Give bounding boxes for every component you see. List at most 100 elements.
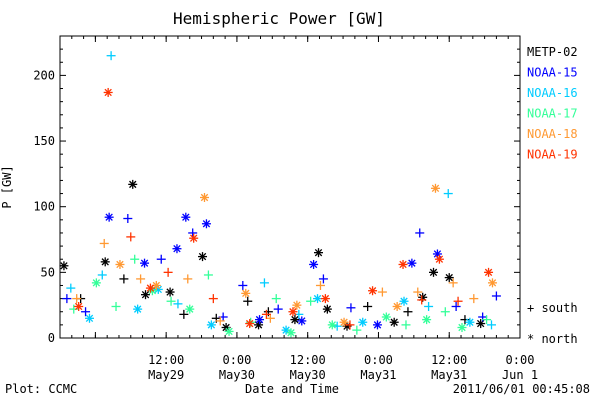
series-legend: METP-02 NOAA-15 NOAA-16 NOAA-17 NOAA-18 NOAA-… [527,45,578,162]
x-tick-label-time: 0:00 [364,353,393,367]
x-tick-label-time: 12:00 [290,353,326,367]
data-point [392,301,402,311]
data-point [482,315,492,325]
data-point [313,294,323,304]
data-point [238,280,248,290]
data-point [491,291,501,301]
plot-credit: Plot: CCMC [5,382,77,396]
data-point [424,301,434,311]
data-point [99,238,109,248]
data-point [465,317,475,327]
data-point [476,319,486,329]
data-point [208,294,218,304]
data-point [345,320,355,330]
data-point [297,316,307,326]
data-points [59,51,501,338]
data-point [62,294,72,304]
data-point [399,296,409,306]
data-point [183,274,193,284]
data-point [368,286,378,296]
legend-entry: METP-02 [527,45,578,59]
data-point [206,320,216,330]
data-point [97,270,107,280]
x-tick-label-date: May31 [360,368,396,382]
plot-timestamp: 2011/06/01 00:45:08 [453,382,590,396]
data-point [451,301,461,311]
data-point [133,304,143,314]
data-point [440,307,450,317]
x-tick-label-time: 0:00 [222,353,251,367]
data-point [215,316,225,326]
data-point [346,303,356,313]
data-point [381,312,391,322]
marker-legend-entry: * north [527,332,578,346]
data-point [126,232,136,242]
data-point [241,288,251,298]
data-point [430,183,440,193]
data-point [286,328,296,338]
data-point [415,228,425,238]
data-point [292,300,302,310]
data-point [203,270,213,280]
data-point [407,258,417,268]
data-point [443,189,453,199]
y-tick-label: 50 [41,265,55,279]
data-point [106,51,116,61]
data-point [484,267,494,277]
data-point [398,259,408,269]
legend-entry: NOAA-19 [527,148,578,162]
data-point [74,301,84,311]
data-point [358,317,368,327]
data-point [72,294,82,304]
data-point [199,193,209,203]
data-point [453,296,463,306]
data-point [91,278,101,288]
data-point [389,317,399,327]
data-point [273,304,283,314]
data-point [434,254,444,264]
data-point [165,287,175,297]
data-point [469,294,479,304]
data-point [128,179,138,189]
y-tick-label: 0 [48,331,55,345]
data-point [290,315,300,325]
legend-entry: NOAA-17 [527,107,578,121]
data-point [288,307,298,317]
plot-frame [59,35,521,339]
data-point [271,294,281,304]
x-tick-label-date: Jun 1 [502,368,538,382]
data-point [417,295,427,305]
data-point [198,252,208,262]
x-tick-label-date: May30 [219,368,255,382]
y-tick-label: 100 [33,200,55,214]
data-point [172,244,182,254]
data-point [59,261,69,271]
data-point [372,320,382,330]
data-point [243,296,253,306]
legend-entry: NOAA-18 [527,127,578,141]
data-point [179,309,189,319]
data-point [84,313,94,323]
data-point [224,326,234,336]
x-axis-label: Date and Time [245,382,339,396]
x-tick-label-time: 0:00 [506,353,535,367]
data-point [119,274,129,284]
data-point [457,322,467,332]
data-point [413,287,423,297]
data-point [265,313,275,323]
data-point [140,258,150,268]
marker-legend: + south * north [527,301,578,346]
data-point [188,228,198,238]
data-point [201,219,211,229]
data-point [255,315,265,325]
x-tick-label-date: May31 [431,368,467,382]
data-point [261,309,271,319]
data-point [103,87,113,97]
data-point [104,212,114,222]
data-point [363,301,373,311]
x-tick-label-date: May30 [290,368,326,382]
data-point [314,248,324,258]
data-point [315,280,325,290]
data-point [181,212,191,222]
